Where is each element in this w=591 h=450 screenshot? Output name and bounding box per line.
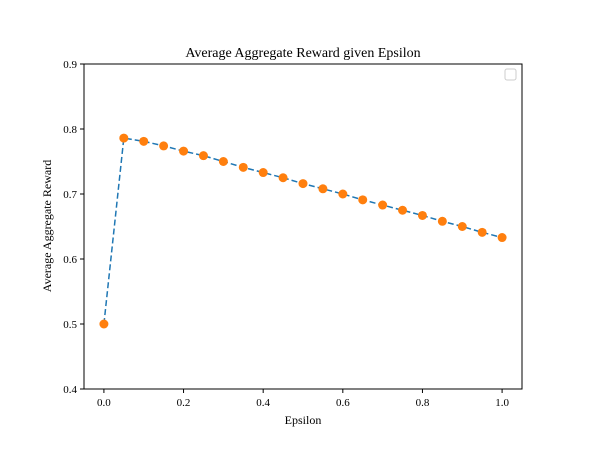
y-tick-label: 0.5 (63, 319, 77, 331)
series-line (103, 137, 503, 325)
data-point (258, 168, 268, 178)
x-tick-label: 0.6 (336, 397, 350, 409)
data-point (198, 151, 208, 161)
legend-box (504, 68, 517, 81)
data-point (338, 189, 348, 199)
data-point (477, 227, 487, 237)
y-axis-label: Average Aggregate Reward (40, 160, 54, 292)
data-point (119, 133, 129, 143)
data-point (318, 184, 328, 194)
data-point (139, 136, 149, 146)
y-tick-label: 0.7 (63, 189, 77, 201)
y-tick-label: 0.6 (63, 254, 77, 266)
x-tick-label: 0.8 (416, 397, 430, 409)
data-point (378, 200, 388, 210)
data-point (179, 146, 189, 156)
data-point (437, 216, 447, 226)
y-tick-label: 0.4 (63, 384, 77, 396)
series-layer (99, 133, 507, 329)
data-point (238, 162, 248, 172)
plot-area-frame (83, 63, 523, 390)
x-tick-label: 0.4 (256, 397, 270, 409)
data-point (457, 222, 467, 231)
data-point (278, 173, 288, 183)
data-point (298, 179, 308, 189)
x-axis-label: Epsilon (285, 413, 322, 427)
data-point (159, 141, 169, 151)
x-axis: 0.0 0.2 0.4 0.6 0.8 1.0 (97, 389, 509, 409)
data-point (99, 319, 109, 329)
y-tick-label: 0.9 (63, 59, 77, 71)
chart-title: Average Aggregate Reward given Epsilon (185, 46, 420, 61)
y-tick-label: 0.8 (63, 124, 77, 136)
y-axis: 0.4 0.5 0.6 0.7 0.8 0.9 (63, 59, 84, 396)
x-tick-label: 0.0 (97, 397, 111, 409)
data-point (497, 233, 507, 243)
x-tick-label: 1.0 (495, 397, 509, 409)
data-point (358, 195, 368, 205)
data-point (417, 210, 427, 220)
x-tick-label: 0.2 (177, 397, 191, 409)
data-point (218, 157, 228, 166)
data-point (398, 205, 408, 215)
